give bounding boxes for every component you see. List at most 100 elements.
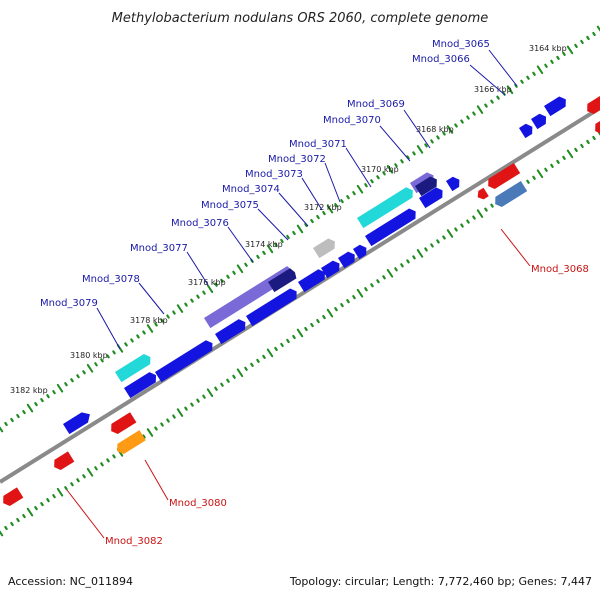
- major-tick: [266, 348, 274, 358]
- gene-mnod-3071[interactable]: [357, 185, 416, 229]
- major-tick: [326, 204, 334, 214]
- label-mnod-3066: Mnod_3066: [412, 54, 470, 65]
- minor-tick: [46, 394, 50, 399]
- gene-forward[interactable]: [321, 258, 343, 279]
- minor-tick: [574, 43, 578, 49]
- minor-tick: [424, 247, 428, 252]
- minor-tick: [310, 322, 314, 328]
- gene-forward[interactable]: [365, 206, 419, 247]
- gene-mnod-3065[interactable]: [544, 94, 569, 117]
- gene-forward[interactable]: [215, 317, 248, 345]
- minor-tick: [556, 55, 560, 60]
- minor-tick: [22, 513, 26, 519]
- major-tick: [236, 264, 244, 274]
- major-tick: [176, 304, 184, 313]
- minor-tick: [556, 159, 560, 164]
- minor-tick: [592, 135, 596, 141]
- minor-tick: [436, 239, 440, 244]
- minor-tick: [112, 350, 116, 355]
- major-tick: [0, 426, 4, 433]
- gene-mnod-3078[interactable]: [124, 370, 159, 399]
- minor-tick: [352, 191, 356, 196]
- leader-mnod-3080: [144, 459, 169, 501]
- gene-mnod-3079[interactable]: [115, 352, 154, 383]
- gene-mnod-3074[interactable]: [298, 267, 328, 293]
- label-mnod-3071: Mnod_3071: [289, 139, 347, 150]
- minor-tick: [94, 466, 98, 471]
- minor-tick: [304, 222, 308, 228]
- gene-mnod-3075[interactable]: [246, 286, 300, 327]
- minor-tick: [586, 139, 590, 145]
- gene-forward[interactable]: [531, 112, 549, 130]
- gene-forward[interactable]: [446, 175, 463, 192]
- minor-tick: [382, 275, 386, 280]
- minor-tick: [592, 31, 596, 37]
- gene-reverse[interactable]: [108, 412, 137, 436]
- minor-tick: [274, 346, 278, 352]
- minor-tick: [376, 279, 380, 284]
- minor-tick: [280, 342, 284, 348]
- minor-tick: [562, 155, 566, 160]
- gene-forward[interactable]: [419, 185, 446, 209]
- label-mnod-3072: Mnod_3072: [268, 154, 326, 165]
- genome-summary-text: Topology: circular; Length: 7,772,460 bp…: [289, 575, 592, 588]
- minor-tick: [304, 326, 308, 332]
- gene-steel[interactable]: [492, 180, 528, 209]
- minor-tick: [514, 83, 518, 88]
- major-tick: [356, 184, 364, 194]
- minor-tick: [460, 119, 464, 124]
- reverse-leader-lines: [66, 228, 531, 539]
- minor-tick: [142, 330, 146, 335]
- gene-reverse[interactable]: [0, 487, 24, 508]
- gene-mnod-3068[interactable]: [485, 162, 521, 191]
- gene-reverse[interactable]: [584, 94, 600, 116]
- minor-tick: [160, 422, 164, 427]
- minor-tick: [214, 282, 218, 287]
- gene-reverse[interactable]: [592, 118, 600, 137]
- minor-tick: [460, 223, 464, 228]
- major-tick: [146, 428, 154, 437]
- major-tick: [296, 224, 304, 234]
- forward-strand: [63, 94, 569, 435]
- gene-mnod-3073[interactable]: [313, 236, 338, 259]
- major-tick: [536, 65, 544, 75]
- gene-reverse[interactable]: [475, 187, 489, 202]
- leader-mnod-3078: [138, 282, 165, 315]
- minor-tick: [466, 219, 470, 224]
- kbp-label-3172: 3172 kbp: [304, 203, 342, 212]
- minor-tick: [52, 390, 56, 395]
- minor-tick: [220, 278, 224, 283]
- minor-tick: [82, 474, 86, 479]
- minor-tick: [4, 421, 8, 427]
- minor-tick: [346, 299, 350, 304]
- minor-tick: [190, 402, 194, 407]
- kbp-label-3170: 3170 kbp: [361, 165, 399, 174]
- gene-forward[interactable]: [338, 250, 358, 269]
- leader-mnod-3079: [96, 307, 121, 350]
- gene-mnod-3069[interactable]: [415, 174, 440, 197]
- minor-tick: [340, 303, 344, 308]
- gene-mnod-3076[interactable]: [268, 267, 298, 293]
- gene-mnod-3080[interactable]: [114, 430, 146, 456]
- gene-mnod-3082[interactable]: [51, 451, 75, 472]
- minor-tick: [280, 238, 284, 244]
- label-mnod-3068: Mnod_3068: [531, 264, 589, 275]
- minor-tick: [322, 314, 326, 320]
- minor-tick: [232, 270, 236, 275]
- minor-tick: [454, 227, 458, 232]
- minor-tick: [256, 358, 260, 363]
- gene-forward[interactable]: [63, 409, 93, 435]
- major-tick: [386, 268, 394, 278]
- gene-mnod-3072[interactable]: [353, 243, 370, 260]
- gene-forward[interactable]: [155, 338, 216, 383]
- leader-mnod-3082: [66, 489, 105, 539]
- minor-tick: [322, 210, 326, 216]
- minor-tick: [406, 259, 410, 264]
- minor-tick: [202, 394, 206, 399]
- minor-tick: [394, 163, 398, 168]
- gene-forward[interactable]: [519, 122, 536, 139]
- minor-tick: [370, 179, 374, 184]
- minor-tick: [532, 175, 536, 180]
- label-mnod-3073: Mnod_3073: [245, 169, 303, 180]
